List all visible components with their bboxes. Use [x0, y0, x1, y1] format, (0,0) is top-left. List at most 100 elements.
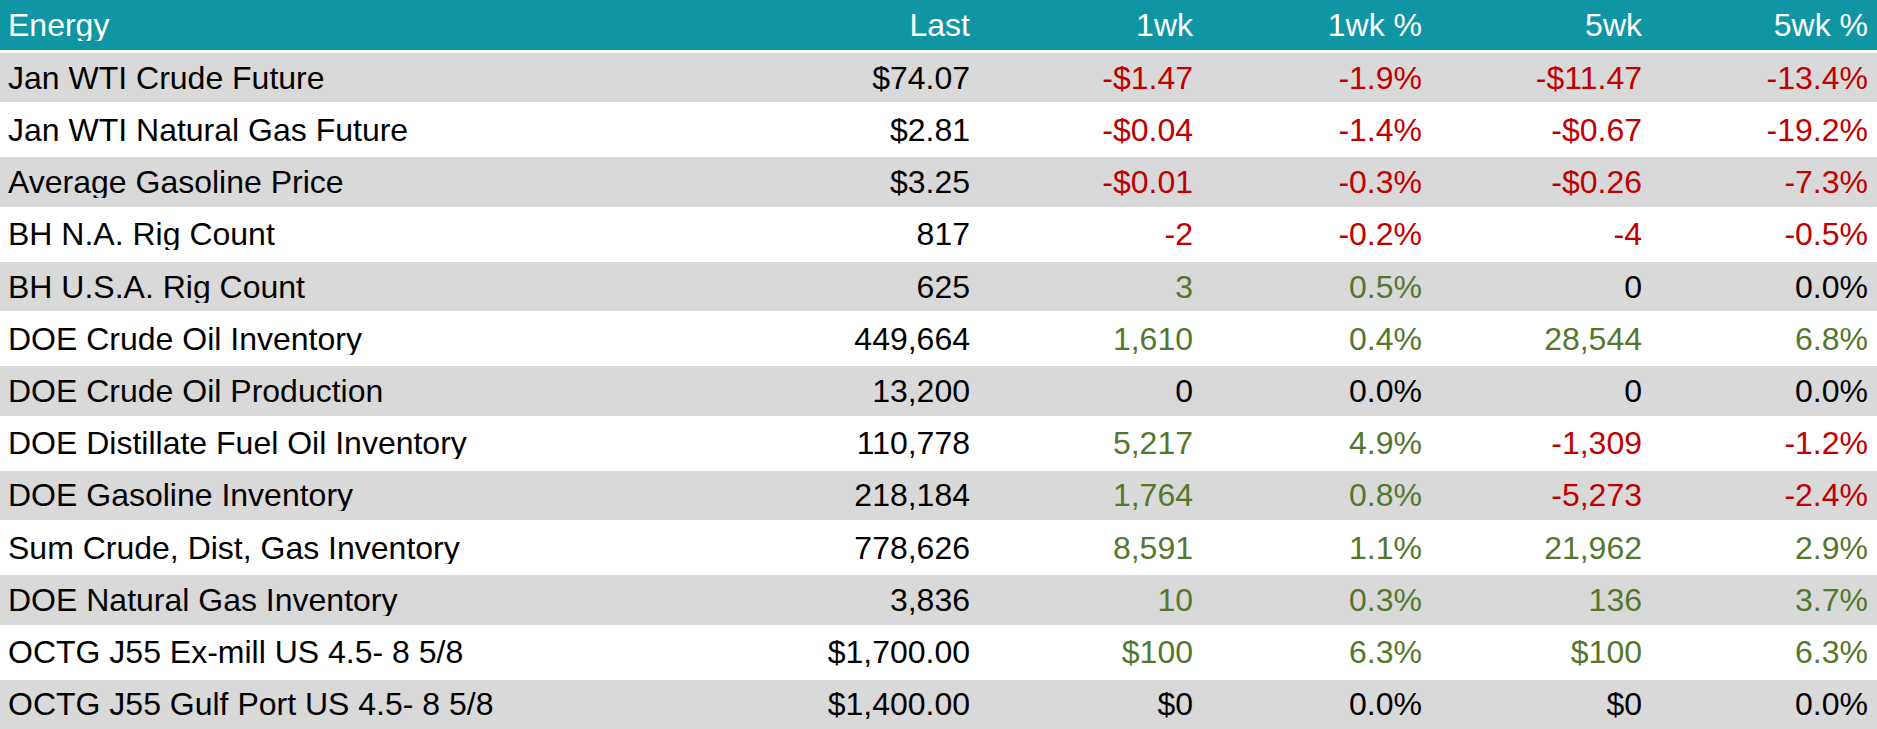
cell-last: 218,184 [756, 479, 979, 511]
cell-5wk: 0 [1431, 271, 1651, 303]
cell-5wk-pct: -1.2% [1651, 427, 1877, 459]
table-row: BH N.A. Rig Count817-2-0.2%-4-0.5% [0, 207, 1877, 259]
row-label: DOE Gasoline Inventory [0, 479, 756, 511]
table-row: DOE Distillate Fuel Oil Inventory110,778… [0, 416, 1877, 468]
cell-5wk-pct: -0.5% [1651, 218, 1877, 250]
cell-1wk-pct: 0.4% [1202, 323, 1431, 355]
cell-last: $2.81 [756, 114, 979, 146]
cell-1wk-pct: 0.0% [1202, 375, 1431, 407]
cell-last: $1,400.00 [756, 688, 979, 720]
cell-1wk: 1,764 [979, 479, 1202, 511]
table-row: OCTG J55 Gulf Port US 4.5- 8 5/8$1,400.0… [0, 677, 1877, 729]
cell-5wk-pct: 2.9% [1651, 532, 1877, 564]
table-row: DOE Natural Gas Inventory3,836100.3%1363… [0, 572, 1877, 624]
cell-5wk-pct: 3.7% [1651, 584, 1877, 616]
row-label: DOE Crude Oil Inventory [0, 323, 756, 355]
cell-1wk-pct: 0.8% [1202, 479, 1431, 511]
cell-5wk-pct: 6.3% [1651, 636, 1877, 668]
table-body: Jan WTI Crude Future$74.07-$1.47-1.9%-$1… [0, 50, 1877, 729]
row-label: Jan WTI Crude Future [0, 62, 756, 94]
table-row: Jan WTI Natural Gas Future$2.81-$0.04-1.… [0, 102, 1877, 154]
table-row: DOE Crude Oil Inventory449,6641,6100.4%2… [0, 311, 1877, 363]
cell-5wk-pct: -19.2% [1651, 114, 1877, 146]
column-header-1wk: 1wk [979, 9, 1202, 41]
table-row: DOE Crude Oil Production13,20000.0%00.0% [0, 363, 1877, 415]
table-header-row: Energy Last 1wk 1wk % 5wk 5wk % [0, 0, 1877, 50]
column-header-5wk-pct: 5wk % [1651, 9, 1877, 41]
cell-1wk: 5,217 [979, 427, 1202, 459]
cell-1wk-pct: -0.2% [1202, 218, 1431, 250]
cell-1wk: 0 [979, 375, 1202, 407]
table-row: Average Gasoline Price$3.25-$0.01-0.3%-$… [0, 154, 1877, 206]
cell-last: 625 [756, 271, 979, 303]
cell-1wk-pct: 0.3% [1202, 584, 1431, 616]
row-label: DOE Distillate Fuel Oil Inventory [0, 427, 756, 459]
cell-1wk: -$1.47 [979, 62, 1202, 94]
cell-5wk: -4 [1431, 218, 1651, 250]
cell-5wk-pct: -7.3% [1651, 166, 1877, 198]
table-row: Jan WTI Crude Future$74.07-$1.47-1.9%-$1… [0, 50, 1877, 102]
cell-1wk-pct: -1.9% [1202, 62, 1431, 94]
column-header-5wk: 5wk [1431, 9, 1651, 41]
row-label: BH U.S.A. Rig Count [0, 271, 756, 303]
cell-last: 110,778 [756, 427, 979, 459]
cell-1wk-pct: 4.9% [1202, 427, 1431, 459]
cell-last: $3.25 [756, 166, 979, 198]
cell-5wk: -$11.47 [1431, 62, 1651, 94]
cell-5wk-pct: -13.4% [1651, 62, 1877, 94]
energy-summary-table: Energy Last 1wk 1wk % 5wk 5wk % Jan WTI … [0, 0, 1877, 729]
row-label: DOE Natural Gas Inventory [0, 584, 756, 616]
cell-1wk-pct: 1.1% [1202, 532, 1431, 564]
row-label: BH N.A. Rig Count [0, 218, 756, 250]
row-label: OCTG J55 Ex-mill US 4.5- 8 5/8 [0, 636, 756, 668]
column-header-last: Last [756, 9, 979, 41]
cell-1wk: 1,610 [979, 323, 1202, 355]
column-header-1wk-pct: 1wk % [1202, 9, 1431, 41]
cell-1wk: 8,591 [979, 532, 1202, 564]
cell-5wk: 28,544 [1431, 323, 1651, 355]
cell-1wk: -2 [979, 218, 1202, 250]
row-label: Jan WTI Natural Gas Future [0, 114, 756, 146]
cell-last: $74.07 [756, 62, 979, 94]
cell-5wk-pct: 0.0% [1651, 688, 1877, 720]
cell-5wk-pct: 0.0% [1651, 375, 1877, 407]
cell-last: 449,664 [756, 323, 979, 355]
cell-1wk: 10 [979, 584, 1202, 616]
cell-5wk-pct: -2.4% [1651, 479, 1877, 511]
cell-5wk: $0 [1431, 688, 1651, 720]
cell-5wk: -$0.26 [1431, 166, 1651, 198]
cell-5wk: -$0.67 [1431, 114, 1651, 146]
cell-last: 817 [756, 218, 979, 250]
row-label: Average Gasoline Price [0, 166, 756, 198]
table-row: OCTG J55 Ex-mill US 4.5- 8 5/8$1,700.00$… [0, 625, 1877, 677]
cell-5wk: -5,273 [1431, 479, 1651, 511]
cell-1wk: $100 [979, 636, 1202, 668]
cell-1wk: 3 [979, 271, 1202, 303]
column-header-energy: Energy [0, 9, 756, 41]
cell-1wk: -$0.01 [979, 166, 1202, 198]
cell-1wk-pct: 0.5% [1202, 271, 1431, 303]
cell-1wk-pct: -0.3% [1202, 166, 1431, 198]
cell-1wk: $0 [979, 688, 1202, 720]
cell-5wk: -1,309 [1431, 427, 1651, 459]
table-row: Sum Crude, Dist, Gas Inventory778,6268,5… [0, 520, 1877, 572]
cell-1wk: -$0.04 [979, 114, 1202, 146]
cell-last: $1,700.00 [756, 636, 979, 668]
table-row: BH U.S.A. Rig Count62530.5%00.0% [0, 259, 1877, 311]
cell-5wk-pct: 0.0% [1651, 271, 1877, 303]
cell-5wk: $100 [1431, 636, 1651, 668]
cell-last: 778,626 [756, 532, 979, 564]
row-label: DOE Crude Oil Production [0, 375, 756, 407]
cell-5wk: 21,962 [1431, 532, 1651, 564]
cell-1wk-pct: 0.0% [1202, 688, 1431, 720]
cell-5wk: 136 [1431, 584, 1651, 616]
cell-last: 3,836 [756, 584, 979, 616]
table-row: DOE Gasoline Inventory218,1841,7640.8%-5… [0, 468, 1877, 520]
cell-1wk-pct: 6.3% [1202, 636, 1431, 668]
row-label: Sum Crude, Dist, Gas Inventory [0, 532, 756, 564]
cell-5wk: 0 [1431, 375, 1651, 407]
cell-last: 13,200 [756, 375, 979, 407]
row-label: OCTG J55 Gulf Port US 4.5- 8 5/8 [0, 688, 756, 720]
cell-1wk-pct: -1.4% [1202, 114, 1431, 146]
cell-5wk-pct: 6.8% [1651, 323, 1877, 355]
